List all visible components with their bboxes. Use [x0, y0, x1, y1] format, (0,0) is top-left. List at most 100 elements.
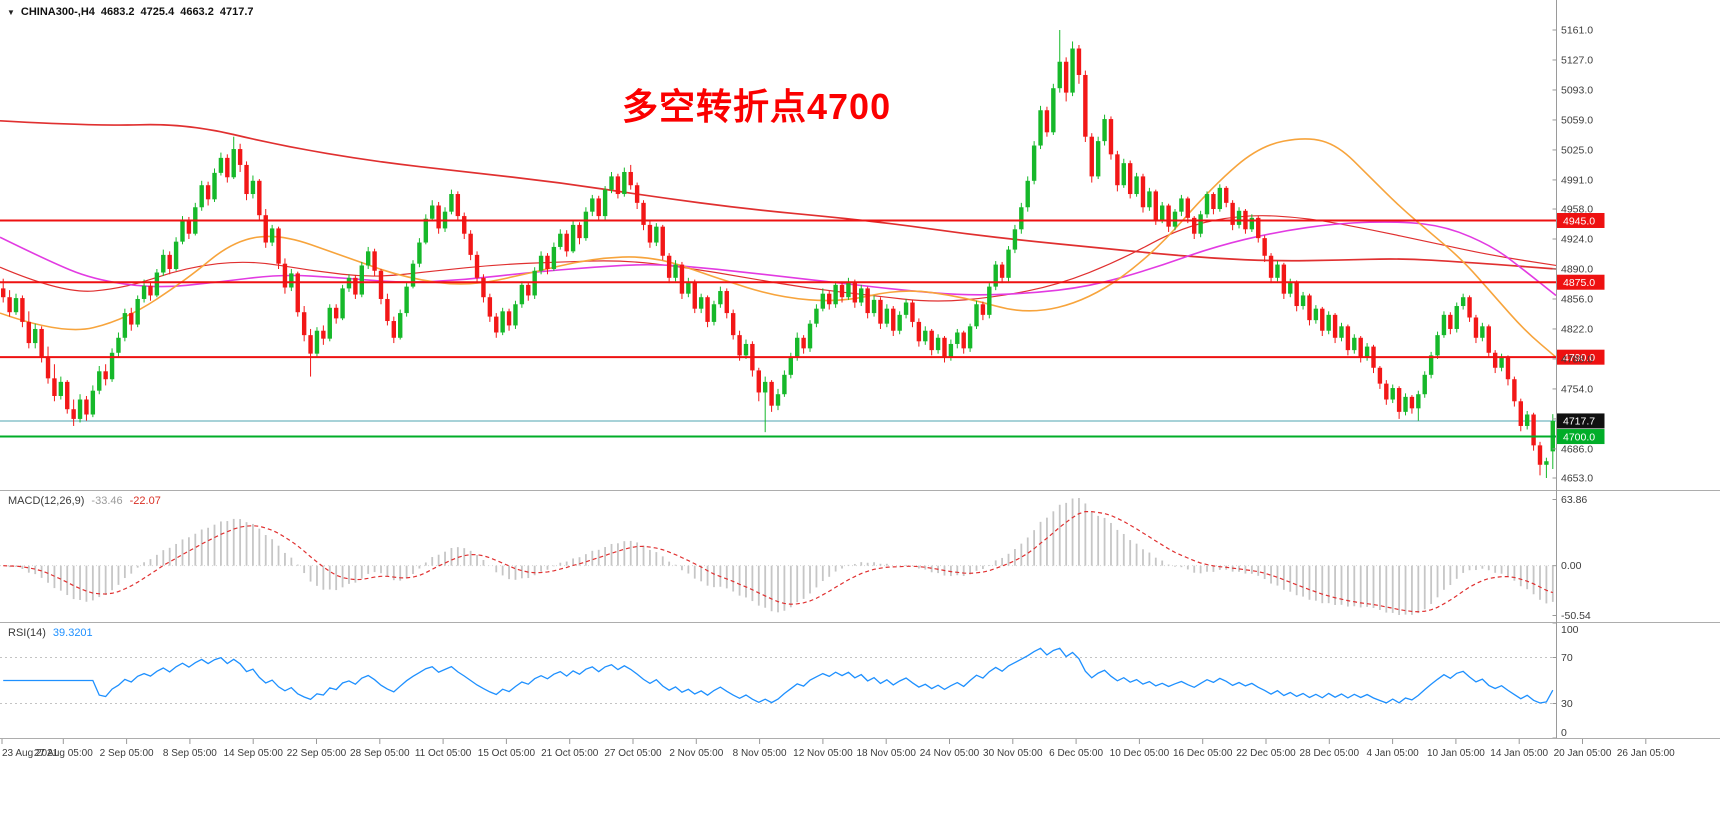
candle-body	[807, 323, 813, 349]
time-axis-label: 20 Jan 05:00	[1554, 748, 1612, 759]
candle-body	[1070, 48, 1075, 93]
candle-body	[596, 198, 601, 217]
candle-body	[1409, 396, 1415, 409]
candle-body	[1089, 136, 1094, 177]
candle-body	[353, 277, 358, 295]
candle-body	[1025, 180, 1030, 208]
candle-body	[13, 298, 19, 313]
time-axis-label: 2 Nov 05:00	[669, 748, 723, 759]
macd-histogram	[8, 498, 1554, 615]
candle-body	[1204, 194, 1210, 215]
time-axis-label: 28 Dec 05:00	[1300, 748, 1360, 759]
rsi-axis-label: 100	[1561, 624, 1579, 636]
candle-body	[52, 378, 57, 396]
candle-body	[1249, 217, 1255, 230]
candle-body	[929, 330, 934, 351]
time-axis-label: 10 Dec 05:00	[1110, 748, 1170, 759]
candle-body	[84, 399, 89, 415]
candle-body	[692, 282, 697, 309]
price-axis-label: 4788.0	[1561, 353, 1593, 365]
time-axis-label: 11 Oct 05:00	[415, 748, 472, 759]
price-axis-label: 4856.0	[1561, 293, 1593, 305]
candle-body	[641, 202, 646, 225]
candle-body	[852, 282, 858, 303]
candle-body	[1172, 211, 1178, 227]
candle-body	[1518, 401, 1523, 426]
candle-body	[1339, 326, 1344, 338]
candle-body	[1076, 48, 1082, 75]
candle-body	[935, 337, 941, 351]
ohlc-low: 4663.2	[180, 6, 214, 18]
candle-body	[1134, 176, 1139, 195]
candle-body	[999, 264, 1005, 278]
candle-body	[263, 215, 268, 243]
candle-body	[660, 226, 665, 256]
time-axis-label: 8 Sep 05:00	[163, 748, 217, 759]
candle-body	[1275, 264, 1280, 278]
candle-body	[1326, 314, 1331, 331]
candle-body	[250, 180, 256, 195]
price-badge-label: 4945.0	[1563, 215, 1595, 227]
candle-body	[237, 149, 243, 165]
candle-body	[1358, 337, 1363, 358]
candle-body	[129, 313, 134, 325]
price-axis: 5161.0 5127.0 5093.0 5059.0 5025.0 4991.0 4958…	[1552, 25, 1593, 485]
time-axis-label: 22 Sep 05:00	[287, 748, 347, 759]
candle-body	[590, 198, 595, 212]
candle-body	[1083, 74, 1088, 137]
candle-body	[795, 337, 800, 358]
candle-body	[615, 176, 621, 195]
candle-body	[1038, 110, 1043, 146]
price-badge-label: 4875.0	[1563, 277, 1595, 289]
time-axis-label: 21 Oct 05:00	[541, 748, 599, 759]
candle-body	[910, 302, 915, 322]
candle-body	[859, 288, 864, 303]
candle-body	[1051, 88, 1056, 133]
candle-body	[955, 332, 960, 344]
rsi-name: RSI(14)	[8, 627, 46, 639]
candle-body	[1403, 396, 1408, 412]
candle-body	[551, 246, 557, 269]
candle-body	[180, 220, 185, 242]
candle-body	[494, 316, 499, 333]
candle-body	[634, 185, 640, 203]
candle-body	[385, 298, 390, 322]
candle-body	[980, 304, 986, 315]
candle-body	[135, 298, 140, 325]
candle-body	[500, 311, 505, 333]
price-axis-label: 4958.0	[1561, 204, 1593, 216]
candle-body	[1192, 217, 1197, 234]
horizontal-lines[interactable]: 4945.0 4875.0 4790.0 4700.0	[0, 212, 1605, 445]
candle-body	[865, 288, 870, 314]
time-axis-label: 6 Dec 05:00	[1049, 748, 1103, 759]
candle-body	[538, 255, 544, 271]
candle-body	[167, 254, 172, 269]
candle-body	[1441, 314, 1447, 336]
candle-body	[891, 308, 896, 331]
symbol-dropdown-icon[interactable]: ▼	[7, 7, 15, 17]
candle-body	[398, 313, 403, 338]
candle-body	[359, 265, 364, 295]
candle-body	[1492, 352, 1498, 368]
candle-body	[788, 357, 794, 375]
candle-body	[711, 304, 717, 322]
candle-body	[276, 228, 281, 264]
time-axis-label: 27 Oct 05:00	[604, 748, 662, 759]
candle-body	[1524, 414, 1530, 426]
rsi-indicator-label: RSI(14) 39.3201	[8, 627, 93, 639]
price-axis-label: 4822.0	[1561, 323, 1593, 335]
candle-body	[109, 352, 115, 380]
candle-body	[1281, 264, 1287, 294]
candle-body	[308, 335, 313, 354]
candle-body	[769, 381, 774, 406]
time-axis-label: 14 Jan 05:00	[1490, 748, 1548, 759]
candle-body	[993, 264, 998, 287]
candle-body	[1396, 388, 1402, 412]
macd-axis-label: 63.86	[1561, 494, 1587, 506]
candle-body	[257, 180, 262, 216]
candle-body	[340, 288, 345, 319]
candle-body	[97, 371, 102, 391]
